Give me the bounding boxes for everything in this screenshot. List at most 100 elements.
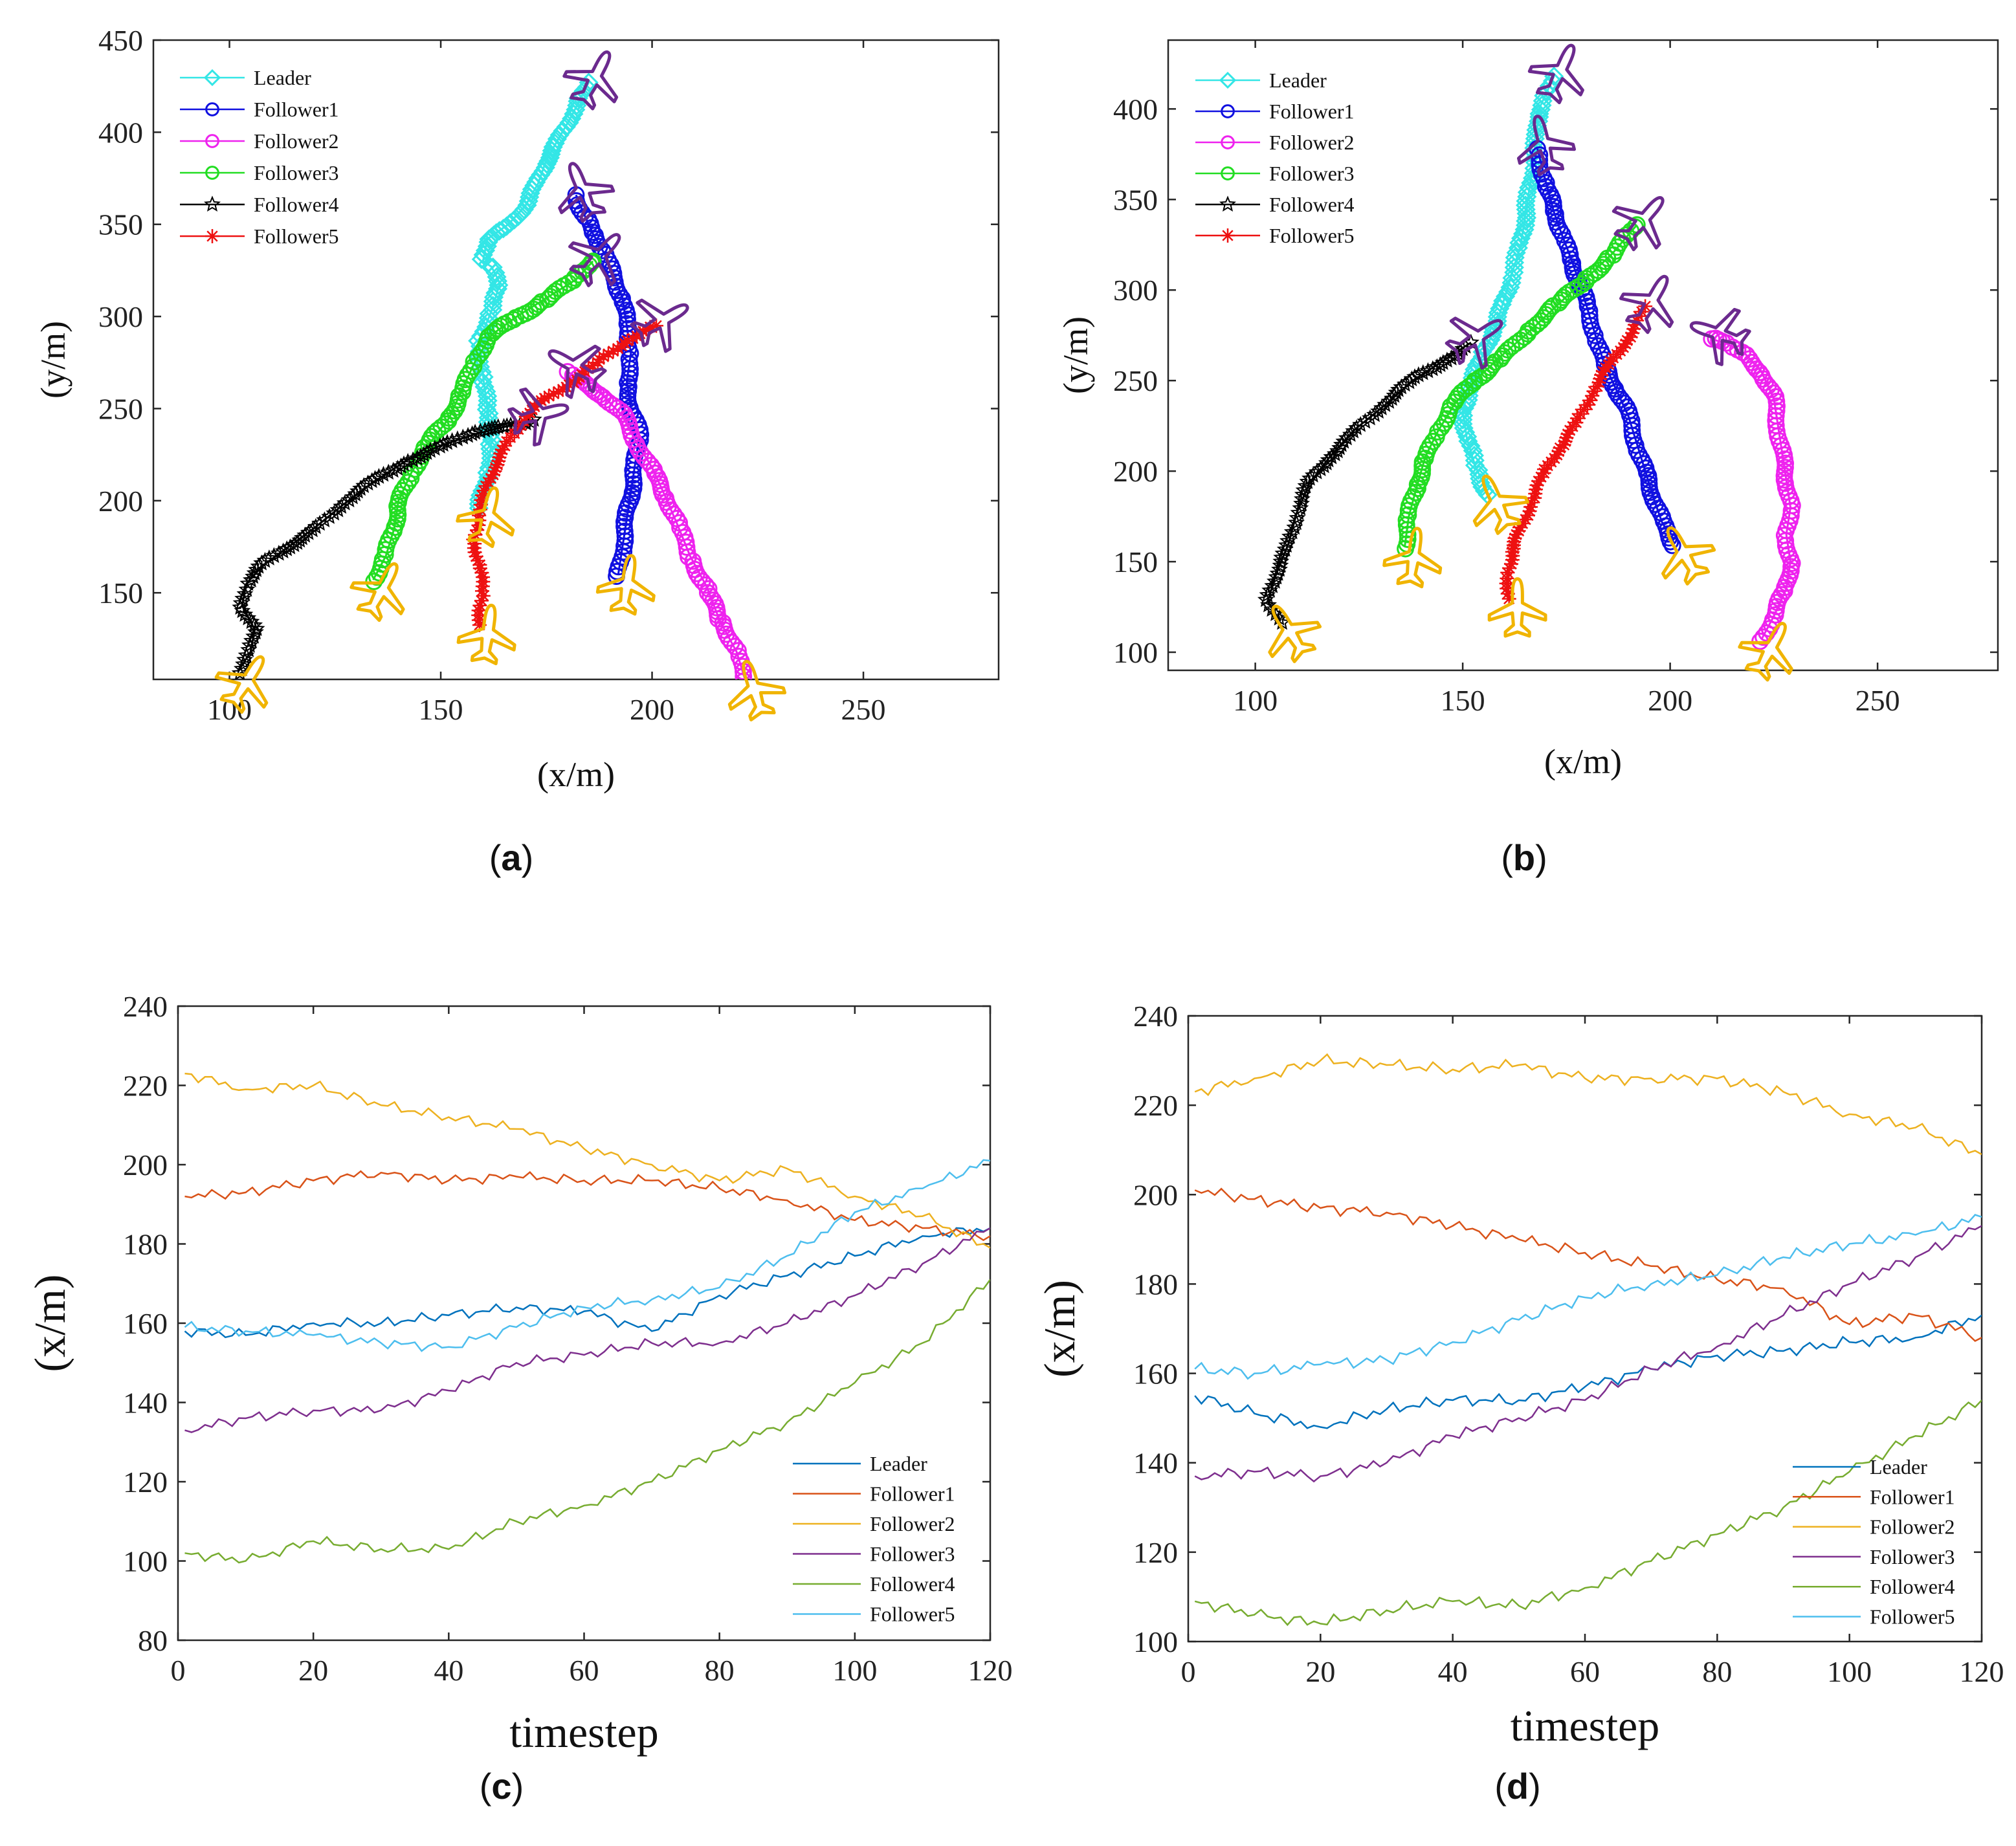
x-tick-label: 100 bbox=[1233, 684, 1278, 717]
marker-follower4 bbox=[246, 616, 263, 633]
legend-label-follower2: Follower2 bbox=[254, 129, 339, 153]
marker-follower1 bbox=[1663, 536, 1681, 555]
marker-follower5 bbox=[1629, 313, 1644, 328]
marker-follower5 bbox=[1549, 448, 1564, 463]
series-line-follower1 bbox=[184, 1170, 990, 1242]
marker-follower5 bbox=[472, 598, 487, 613]
end-aircraft-leader bbox=[562, 50, 619, 111]
legend-label-follower5: Follower5 bbox=[1870, 1605, 1955, 1629]
y-tick-label: 180 bbox=[1133, 1268, 1178, 1301]
marker-follower5 bbox=[1616, 340, 1631, 355]
panel-label-c: (c) bbox=[480, 1766, 524, 1807]
marker-follower5 bbox=[601, 346, 615, 361]
start-aircraft-follower2 bbox=[727, 659, 787, 721]
legend-marker-follower1 bbox=[205, 102, 219, 116]
legend: Leader Follower1 Follower2 Follower3 Followe… bbox=[793, 1452, 955, 1626]
x-axis-label: timestep bbox=[1511, 1701, 1659, 1750]
marker-follower1 bbox=[1580, 307, 1599, 325]
marker-follower1 bbox=[616, 527, 634, 545]
legend-marker-follower4 bbox=[203, 195, 221, 212]
y-axis-label: (x/m) bbox=[1035, 1280, 1084, 1378]
marker-follower5 bbox=[470, 523, 485, 538]
legend-label-follower5: Follower5 bbox=[254, 225, 339, 248]
marker-follower5 bbox=[476, 569, 491, 584]
marker-follower5 bbox=[625, 331, 640, 346]
marker-follower5 bbox=[555, 382, 570, 397]
marker-follower4 bbox=[472, 423, 489, 439]
y-tick-label: 150 bbox=[1113, 545, 1158, 578]
start-aircraft-follower1 bbox=[595, 554, 656, 616]
legend-label-follower4: Follower4 bbox=[1870, 1575, 1955, 1598]
marker-follower2 bbox=[635, 448, 653, 467]
y-tick-label: 150 bbox=[98, 577, 143, 610]
start-aircraft-follower5 bbox=[1487, 577, 1547, 638]
end-aircraft-follower4 bbox=[1445, 316, 1503, 370]
marker-follower4 bbox=[1294, 490, 1311, 507]
marker-leader bbox=[549, 125, 570, 145]
marker-follower4 bbox=[232, 599, 249, 615]
marker-follower2 bbox=[1703, 330, 1721, 348]
marker-follower5 bbox=[476, 483, 491, 498]
start-aircraft-follower3 bbox=[1382, 527, 1443, 589]
marker-follower4 bbox=[1259, 596, 1278, 613]
marker-leader bbox=[553, 121, 573, 141]
end-aircraft-follower1 bbox=[1516, 115, 1577, 177]
series-markers-follower5 bbox=[466, 318, 664, 632]
marker-follower4 bbox=[449, 430, 466, 446]
marker-follower5 bbox=[562, 377, 577, 392]
end-aircraft-leader bbox=[1527, 43, 1584, 105]
end-aircraft-follower2 bbox=[1689, 307, 1751, 366]
marker-follower3 bbox=[1577, 270, 1595, 288]
marker-follower5 bbox=[1531, 474, 1546, 489]
legend: Leader Follower1 Follower2 Follower3 Followe… bbox=[1195, 69, 1355, 247]
marker-follower4 bbox=[1419, 362, 1437, 379]
legend-label-follower1: Follower1 bbox=[1870, 1485, 1955, 1508]
legend-marker-follower1 bbox=[1221, 104, 1235, 118]
marker-follower1 bbox=[1539, 182, 1557, 200]
legend-marker-leader bbox=[203, 69, 221, 87]
panel-label-c-letter: c bbox=[491, 1766, 511, 1807]
marker-follower4 bbox=[265, 547, 283, 564]
x-axis-label: (x/m) bbox=[1544, 742, 1622, 781]
panel-label-b-letter: b bbox=[1513, 837, 1535, 878]
marker-follower2 bbox=[1767, 402, 1786, 420]
data-layer bbox=[1194, 1053, 1982, 1627]
marker-follower5 bbox=[474, 492, 489, 507]
marker-follower5 bbox=[1560, 426, 1575, 441]
x-tick-label: 250 bbox=[1855, 684, 1900, 717]
y-tick-label: 450 bbox=[98, 24, 143, 57]
marker-follower5 bbox=[620, 333, 635, 348]
legend-label-follower4: Follower4 bbox=[1269, 193, 1355, 216]
legend-label-follower3: Follower3 bbox=[1269, 162, 1355, 185]
legend-marker-follower3 bbox=[205, 166, 219, 180]
marker-follower5 bbox=[639, 322, 654, 336]
marker-follower5 bbox=[1593, 371, 1608, 386]
panel-d-plot: 0 20 40 60 80 100 120 100 120 140 160 180 200 220 240 t… bbox=[1035, 1000, 2004, 1750]
x-tick-label: 100 bbox=[1827, 1655, 1872, 1688]
marker-follower5 bbox=[1556, 437, 1571, 452]
legend-label-follower5: Follower5 bbox=[1269, 224, 1355, 247]
x-tick-label: 200 bbox=[1648, 684, 1692, 717]
legend-marker-follower4 bbox=[1219, 195, 1237, 212]
marker-follower2 bbox=[1738, 346, 1756, 364]
marker-follower4 bbox=[439, 434, 456, 450]
end-aircraft-follower2 bbox=[548, 344, 607, 399]
marker-follower5 bbox=[1509, 527, 1523, 542]
panel-label-d: (d) bbox=[1494, 1766, 1541, 1807]
x-axis-label: (x/m) bbox=[537, 755, 615, 794]
marker-follower5 bbox=[1638, 299, 1653, 314]
y-tick-label: 240 bbox=[123, 990, 168, 1023]
marker-follower3 bbox=[1421, 437, 1439, 455]
y-tick-label: 120 bbox=[1133, 1536, 1178, 1569]
marker-follower5 bbox=[1551, 444, 1566, 459]
series-markers-follower1 bbox=[567, 186, 650, 586]
marker-follower4 bbox=[239, 609, 257, 626]
marker-leader bbox=[500, 213, 520, 233]
start-aircraft-leader bbox=[1472, 474, 1529, 535]
marker-follower5 bbox=[546, 386, 561, 401]
marker-follower5 bbox=[472, 557, 487, 572]
y-axis-label: (x/m) bbox=[25, 1274, 74, 1372]
y-tick-label: 140 bbox=[1133, 1447, 1178, 1480]
legend-marker-follower2 bbox=[1221, 135, 1235, 149]
marker-follower3 bbox=[1494, 347, 1512, 365]
